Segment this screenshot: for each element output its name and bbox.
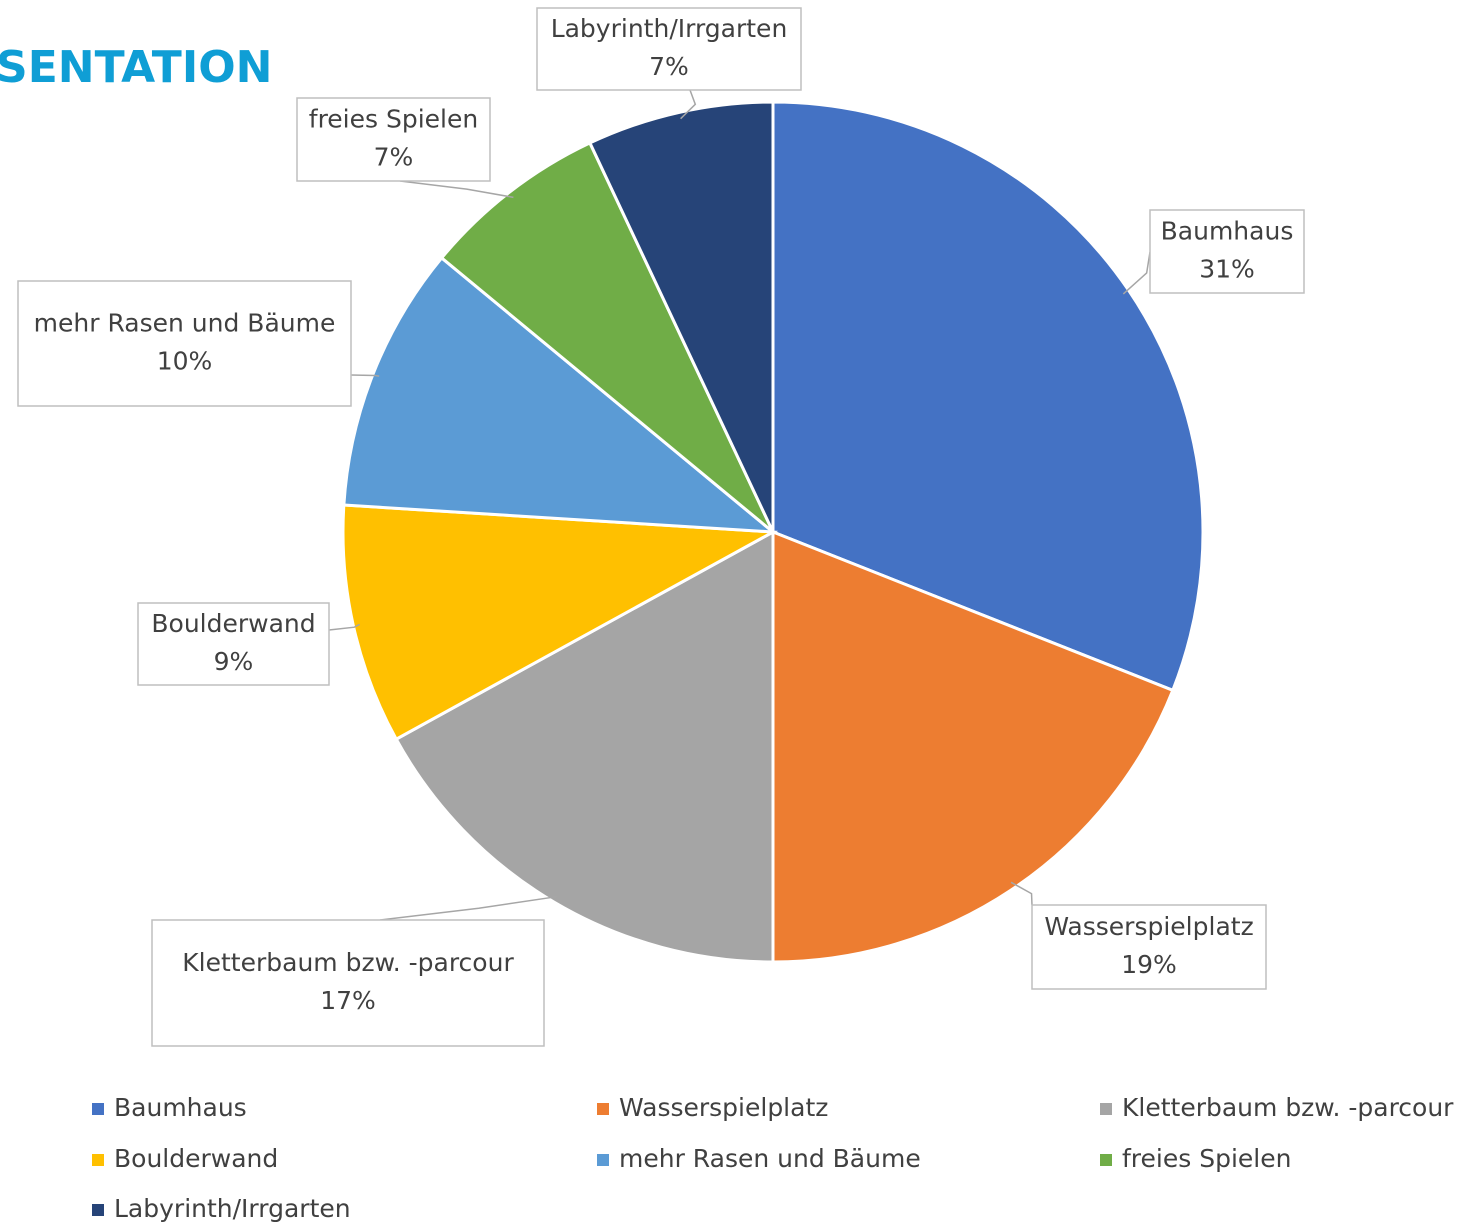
leader-line [680, 89, 697, 120]
legend-swatch [1100, 1154, 1112, 1166]
data-label: 31% [1199, 255, 1255, 284]
pie-slice [342, 255, 778, 534]
pie-slice [439, 140, 775, 534]
label-category: freies Spielen [309, 105, 478, 134]
data-label: 19% [1121, 950, 1177, 979]
label-category: Wasserspielplatz [1044, 912, 1253, 941]
leader-line [350, 374, 380, 377]
label-box [1149, 209, 1305, 294]
legend-label: Wasserspielplatz [619, 1093, 828, 1122]
chart-title: SENTATION [0, 42, 272, 93]
pie-slice [394, 529, 775, 964]
label-category: Labyrinth/Irrgarten [551, 14, 788, 43]
leader-line [399, 180, 514, 199]
legend-label: freies Spielen [1122, 1144, 1291, 1173]
data-label: 9% [214, 647, 254, 676]
label-category: mehr Rasen und Bäume [34, 309, 336, 338]
label-category: Kletterbaum bzw. -parcour [182, 948, 514, 977]
label-box [151, 919, 545, 1047]
legend-swatch [92, 1204, 104, 1216]
data-label: 7% [374, 143, 414, 172]
legend-label: Boulderwand [114, 1144, 278, 1173]
leader-line [379, 895, 558, 921]
legend-label: Labyrinth/Irrgarten [114, 1194, 351, 1223]
leader-line [1010, 881, 1033, 906]
label-category: Baumhaus [1161, 217, 1294, 246]
label-category: Boulderwand [151, 609, 315, 638]
legend-label: Kletterbaum bzw. -parcour [1122, 1093, 1454, 1122]
legend-swatch [1100, 1103, 1112, 1115]
legend-swatch [92, 1154, 104, 1166]
pie-slice [587, 100, 775, 533]
data-label: 17% [320, 986, 376, 1015]
pie-slice [771, 529, 1175, 964]
legend-swatch [597, 1154, 609, 1166]
leader-line [1122, 251, 1151, 295]
legend-label: Baumhaus [114, 1093, 247, 1122]
leader-line [328, 623, 360, 631]
legend-label: mehr Rasen und Bäume [619, 1144, 921, 1173]
label-box [137, 602, 330, 686]
pie-slice [341, 503, 779, 742]
legend-swatch [92, 1103, 104, 1115]
data-label: 7% [649, 52, 689, 81]
data-label: 10% [157, 347, 213, 376]
label-box [536, 7, 802, 91]
label-box [1031, 904, 1267, 990]
label-box [17, 280, 352, 407]
legend-swatch [597, 1103, 609, 1115]
pie-slice [771, 100, 1205, 693]
label-box [296, 97, 491, 182]
